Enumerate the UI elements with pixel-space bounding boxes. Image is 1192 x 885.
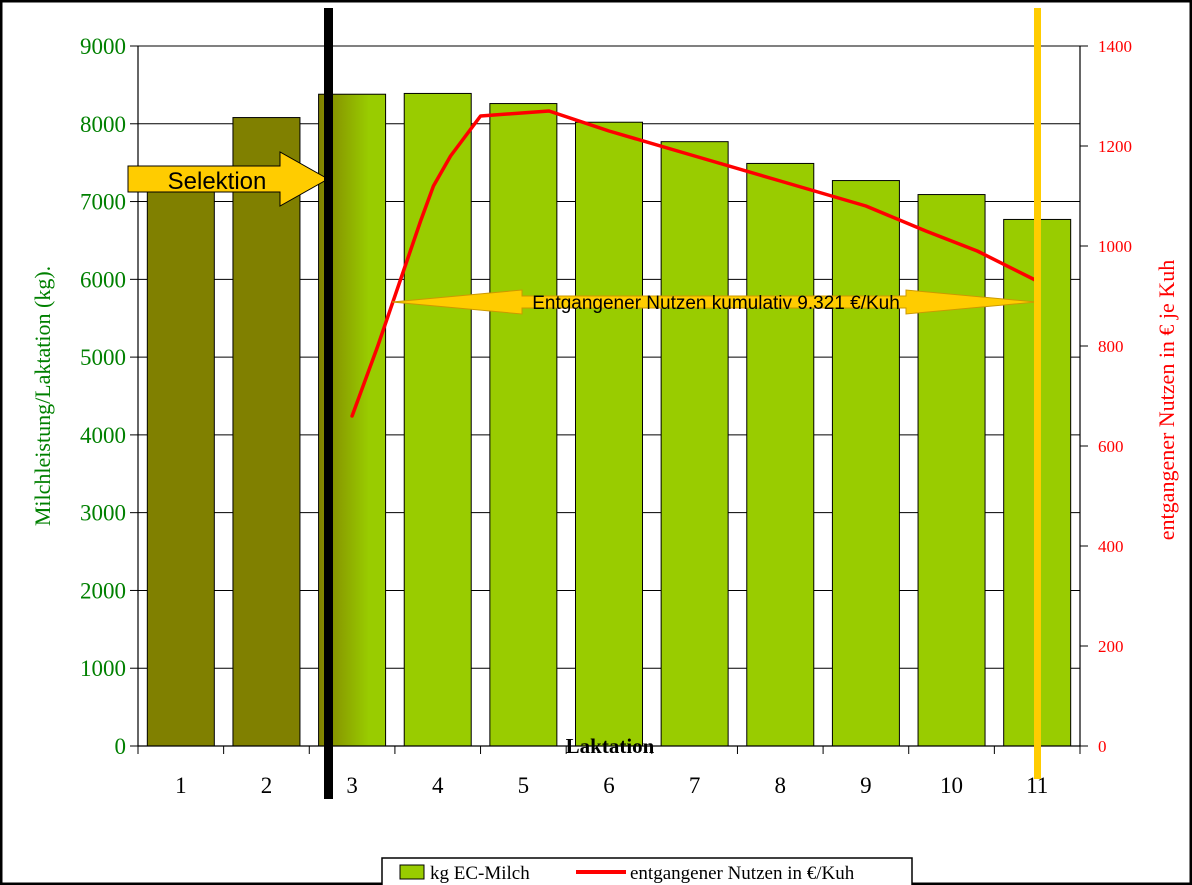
bar xyxy=(661,142,728,746)
bar xyxy=(918,195,985,746)
y2-axis-title: entgangener Nutzen in € je Kuh xyxy=(1154,260,1179,540)
y-tick-label: 5000 xyxy=(80,345,126,370)
legend-label-bars: kg EC-Milch xyxy=(430,863,530,884)
x-tick-label: 6 xyxy=(603,773,615,798)
x-tick-label: 3 xyxy=(346,773,358,798)
y-axis-title: Milchleistung/Laktation (kg). xyxy=(30,266,55,526)
legend: kg EC-Milch entgangener Nutzen in €/Kuh xyxy=(382,858,912,885)
y2-tick-label: 200 xyxy=(1098,637,1124,656)
selection-divider-line xyxy=(324,8,333,799)
y-tick-label: 8000 xyxy=(80,112,126,137)
y2-tick-label: 1400 xyxy=(1098,37,1132,56)
x-tick-label: 2 xyxy=(261,773,273,798)
legend-swatch-bars xyxy=(400,865,424,879)
y-tick-label: 4000 xyxy=(80,423,126,448)
end-marker-line xyxy=(1034,8,1041,779)
bar xyxy=(832,181,899,746)
cumulative-label: Entgangener Nutzen kumulativ 9.321 €/Kuh xyxy=(532,293,900,314)
bar xyxy=(747,163,814,746)
x-tick-label: 7 xyxy=(689,773,701,798)
y2-tick-label: 1200 xyxy=(1098,137,1132,156)
y2-tick-label: 600 xyxy=(1098,437,1124,456)
y2-tick-label: 400 xyxy=(1098,537,1124,556)
x-tick-label: 10 xyxy=(940,773,963,798)
x-axis-title: Laktation xyxy=(566,734,655,758)
y-tick-label: 7000 xyxy=(80,190,126,215)
cumulative-arrow: Entgangener Nutzen kumulativ 9.321 €/Kuh xyxy=(392,290,1036,314)
bar xyxy=(576,122,643,746)
x-tick-label: 5 xyxy=(518,773,530,798)
y-tick-label: 3000 xyxy=(80,501,126,526)
legend-label-line: entgangener Nutzen in €/Kuh xyxy=(630,863,855,884)
selection-label: Selektion xyxy=(168,168,267,195)
x-tick-label: 4 xyxy=(432,773,444,798)
bar xyxy=(147,188,214,746)
y-tick-label: 6000 xyxy=(80,267,126,292)
x-tick-label: 1 xyxy=(175,773,187,798)
y-tick-label: 2000 xyxy=(80,578,126,603)
bar xyxy=(233,118,300,746)
y2-tick-label: 1000 xyxy=(1098,237,1132,256)
y2-tick-label: 0 xyxy=(1098,737,1107,756)
bar xyxy=(490,104,557,746)
x-tick-label: 8 xyxy=(775,773,787,798)
bar xyxy=(404,93,471,746)
y2-tick-label: 800 xyxy=(1098,337,1124,356)
y-tick-label: 9000 xyxy=(80,34,126,59)
x-tick-label: 9 xyxy=(860,773,872,798)
y-tick-label: 0 xyxy=(115,734,127,759)
y-tick-label: 1000 xyxy=(80,656,126,681)
